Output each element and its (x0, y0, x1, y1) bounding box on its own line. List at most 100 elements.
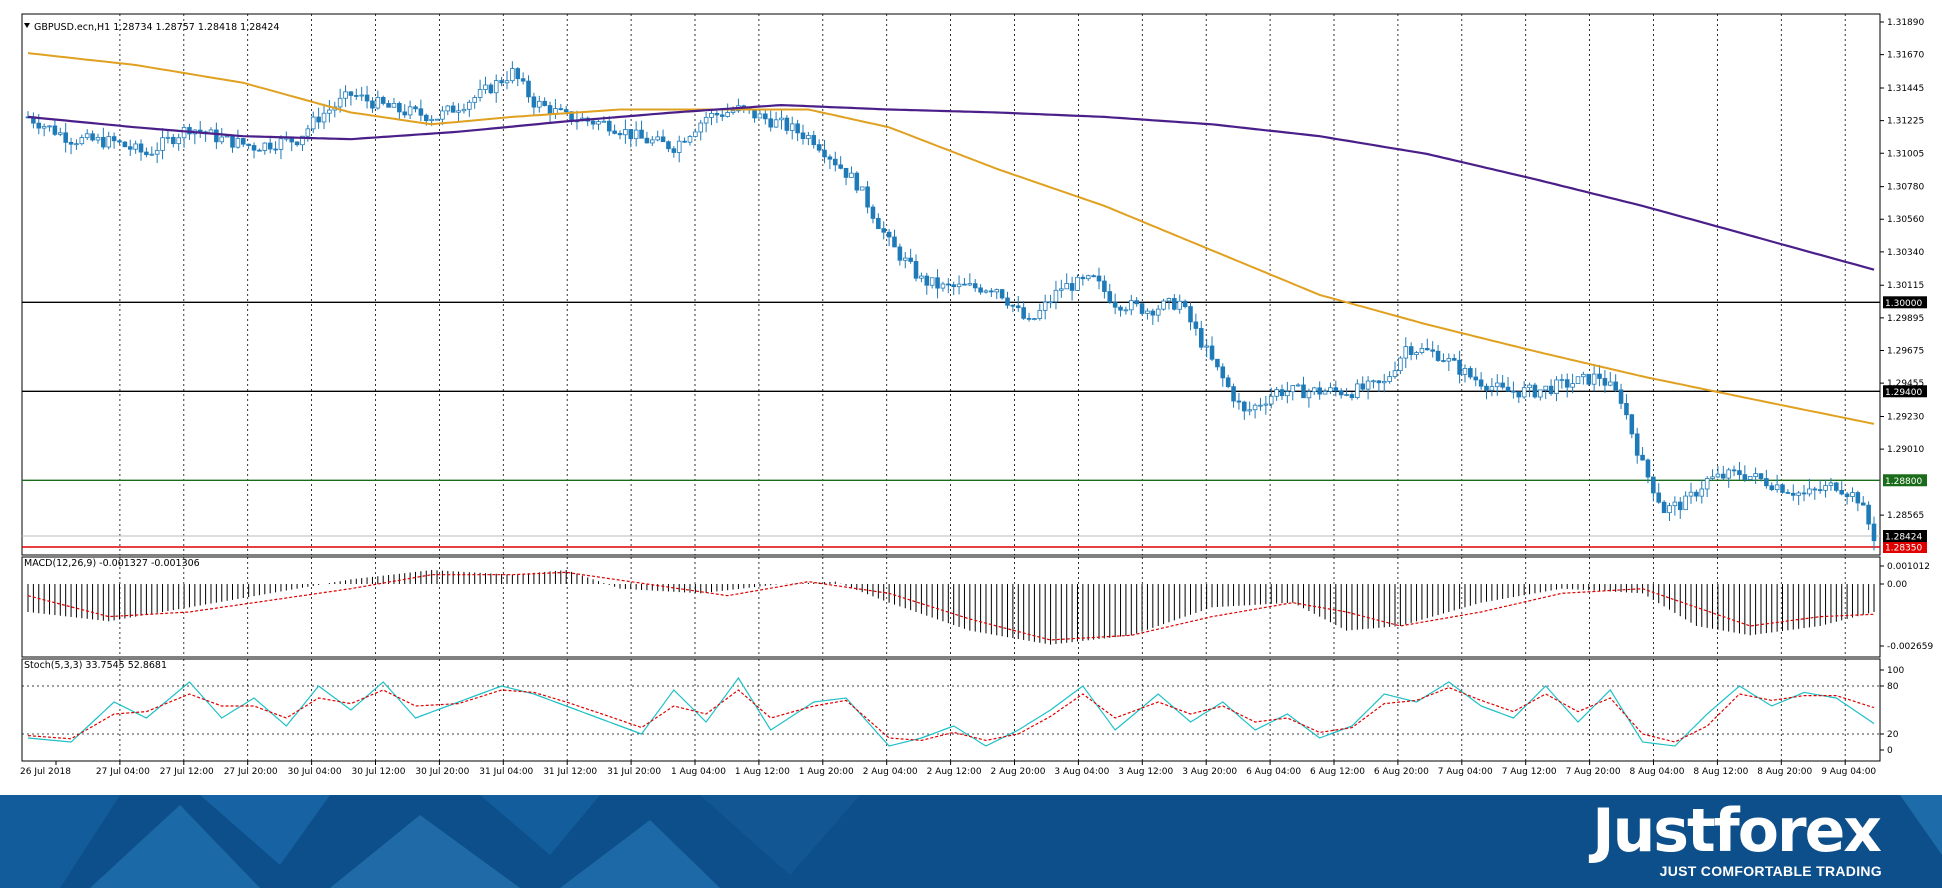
time-label: 27 Jul 12:00 (160, 767, 214, 777)
candle-body (633, 129, 639, 140)
candle-body (1521, 387, 1527, 398)
candle-body (1085, 275, 1091, 280)
candle-body (1839, 489, 1844, 495)
candle-body (1618, 389, 1624, 404)
candle-body (515, 68, 521, 80)
candle-body (1015, 305, 1021, 309)
candle-body (58, 132, 63, 135)
candle-body (1145, 310, 1150, 314)
candle-body (1425, 348, 1430, 351)
candle-body (946, 283, 951, 286)
candle-body (779, 117, 784, 121)
candle-body (1408, 346, 1414, 355)
candle-body (267, 142, 273, 150)
candle-body (1301, 384, 1306, 399)
candle-body (1182, 300, 1188, 307)
candle-body (795, 123, 800, 134)
candle-body (902, 257, 908, 261)
candle-body (52, 125, 58, 135)
price-label: 1.30560 (1887, 215, 1924, 225)
candle-body (773, 119, 779, 128)
time-label: 7 Aug 20:00 (1566, 767, 1621, 777)
macd-panel[interactable] (27, 570, 1875, 645)
candle-body (1349, 394, 1355, 399)
banner-triangles (0, 795, 1942, 888)
candle-body (999, 289, 1005, 299)
candle-body (450, 105, 456, 113)
candle-body (1473, 376, 1479, 381)
stoch-signal-line (27, 686, 1875, 743)
candle-body (1656, 492, 1662, 503)
candle-body (1215, 358, 1220, 368)
candle-body (1516, 391, 1522, 398)
candle-body (919, 275, 924, 279)
candle-body (1021, 307, 1026, 319)
stochastic-panel[interactable] (22, 676, 1880, 747)
candle-body (693, 131, 698, 137)
candle-body (644, 137, 650, 144)
level-price-text: 1.28350 (1885, 544, 1922, 554)
candle-body (165, 136, 171, 139)
candle-body (1371, 380, 1376, 383)
candle-body (138, 143, 144, 153)
candle-body (504, 80, 510, 84)
candle-body (1489, 386, 1495, 391)
candle-body (601, 120, 607, 123)
candle-body (676, 140, 682, 153)
candle-body (1699, 488, 1705, 497)
candle-body (1209, 345, 1215, 360)
candle-body (440, 110, 445, 120)
candle-body (1322, 391, 1328, 395)
time-label: 2 Aug 04:00 (863, 767, 918, 777)
candle-body (1694, 491, 1699, 497)
candle-body (520, 78, 526, 82)
candle-body (1355, 383, 1360, 399)
time-label: 31 Jul 12:00 (543, 767, 597, 777)
candle-body (370, 100, 375, 109)
candle-body (1414, 352, 1419, 355)
candle-body (1645, 459, 1651, 478)
candle-body (1801, 492, 1807, 495)
level-price-text: 1.28800 (1885, 477, 1922, 487)
justforex-logo: Justforex (1592, 796, 1882, 866)
candle-body (1441, 360, 1446, 362)
candle-body (327, 109, 332, 114)
price-label: 1.31890 (1887, 18, 1924, 28)
candle-body (1376, 380, 1382, 384)
candle-body (1344, 394, 1349, 396)
level-price-tag (1883, 385, 1927, 398)
chart-area[interactable]: 26 Jul 2018 27 Jul 04:00 27 Jul 12:00 27 Ju… (0, 0, 1942, 795)
candle-body (1231, 386, 1236, 402)
candle-body (859, 186, 865, 191)
price-label: 1.29230 (1887, 412, 1924, 422)
candle-body (1403, 346, 1409, 359)
candle-body (838, 164, 843, 169)
candle-body (989, 290, 994, 293)
main-price-panel[interactable] (22, 52, 1880, 551)
price-label: 1.30340 (1887, 248, 1924, 258)
candle-body (1220, 366, 1226, 379)
candle-body (1457, 359, 1462, 375)
candle-body (1710, 476, 1715, 479)
candle-body (36, 122, 42, 129)
candle-body (822, 149, 827, 158)
candle-body (1667, 505, 1672, 514)
candle-body (1155, 308, 1161, 316)
candle-body (1511, 390, 1516, 393)
macd-label: 0.00 (1887, 580, 1907, 590)
candle-body (1677, 501, 1683, 511)
candle-body (703, 117, 709, 124)
candle-body (488, 84, 494, 94)
candle-body (262, 142, 268, 151)
candle-body (1242, 401, 1247, 412)
candle-body (1468, 368, 1473, 378)
candle-body (1005, 297, 1010, 306)
candle-body (757, 113, 763, 119)
candle-body (526, 80, 531, 98)
time-label: 3 Aug 20:00 (1182, 767, 1237, 777)
candle-body (461, 108, 467, 112)
candle-body (95, 136, 101, 141)
candle-body (951, 284, 956, 288)
time-label: 6 Aug 04:00 (1246, 767, 1301, 777)
candle-body (617, 133, 623, 136)
